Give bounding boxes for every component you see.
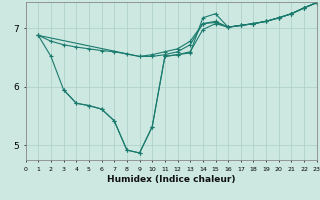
X-axis label: Humidex (Indice chaleur): Humidex (Indice chaleur) (107, 175, 236, 184)
